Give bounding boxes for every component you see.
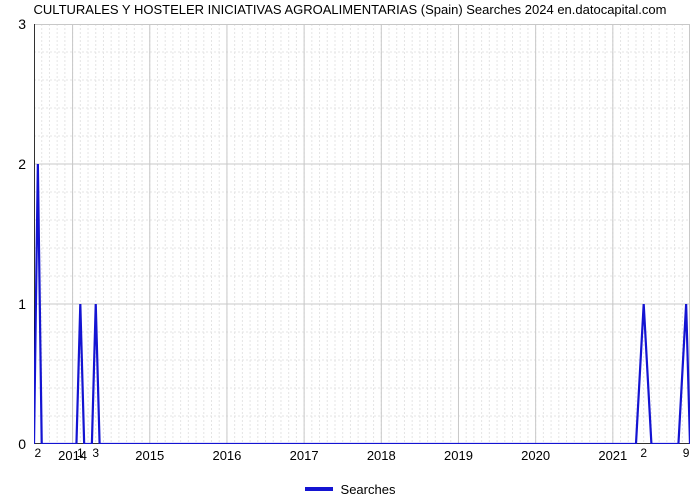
y-tick-label: 0 bbox=[0, 436, 26, 452]
x-small-label: 1 bbox=[77, 446, 84, 460]
x-tick-label: 2021 bbox=[598, 448, 627, 463]
x-small-label: 9 bbox=[683, 446, 690, 460]
y-tick-label: 3 bbox=[0, 16, 26, 32]
legend-swatch bbox=[305, 487, 333, 491]
x-tick-label: 2016 bbox=[212, 448, 241, 463]
x-tick-label: 2019 bbox=[444, 448, 473, 463]
legend-item-searches: Searches bbox=[305, 482, 396, 497]
chart-plot-area bbox=[34, 24, 690, 444]
chart-title: CULTURALES Y HOSTELER INICIATIVAS AGROAL… bbox=[0, 2, 700, 17]
x-tick-label: 2017 bbox=[290, 448, 319, 463]
legend-label: Searches bbox=[341, 482, 396, 497]
x-tick-label: 2020 bbox=[521, 448, 550, 463]
x-small-label: 2 bbox=[640, 446, 647, 460]
x-tick-label: 2018 bbox=[367, 448, 396, 463]
chart-svg bbox=[34, 24, 690, 444]
x-small-label: 3 bbox=[92, 446, 99, 460]
chart-legend: Searches bbox=[0, 478, 700, 497]
y-tick-label: 2 bbox=[0, 156, 26, 172]
y-tick-label: 1 bbox=[0, 296, 26, 312]
x-tick-label: 2015 bbox=[135, 448, 164, 463]
x-small-label: 2 bbox=[35, 446, 42, 460]
